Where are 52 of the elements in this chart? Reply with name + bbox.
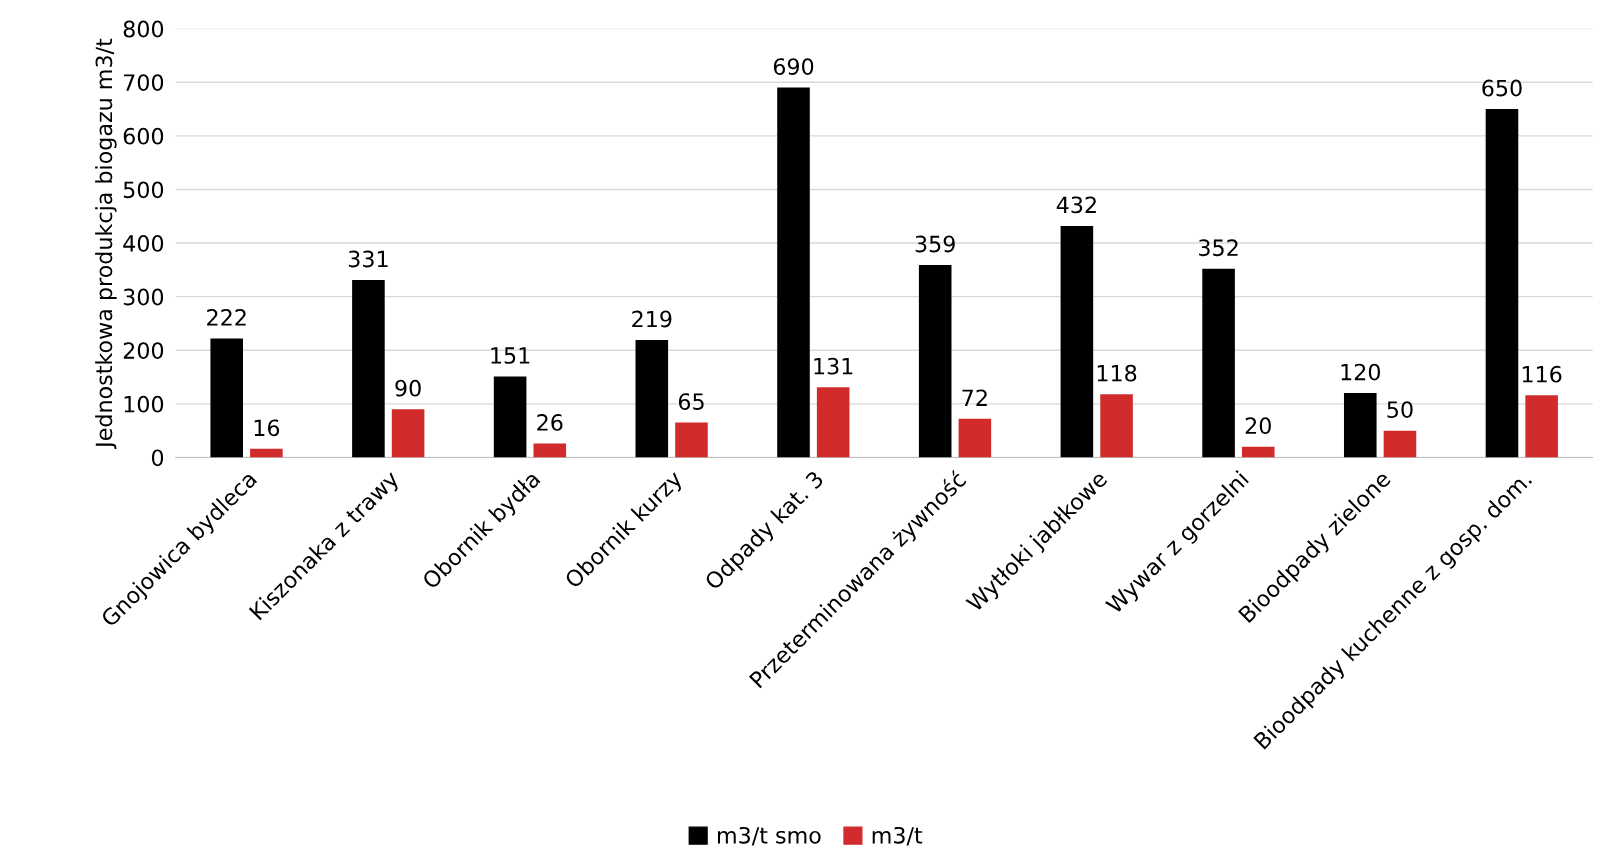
bar bbox=[493, 376, 527, 458]
data-label: 151 bbox=[491, 347, 530, 364]
data-label: 331 bbox=[348, 250, 388, 268]
y-tick-label: 500 bbox=[123, 181, 164, 199]
data-label: 65 bbox=[678, 393, 704, 410]
y-tick-label: 700 bbox=[124, 74, 164, 91]
legend-label: m3/t bbox=[872, 826, 923, 846]
y-tick-label: 300 bbox=[123, 288, 164, 306]
data-label: 219 bbox=[632, 310, 672, 328]
data-label: 222 bbox=[207, 309, 246, 326]
data-label: 26 bbox=[537, 414, 563, 431]
bar bbox=[210, 338, 244, 458]
data-label: 120 bbox=[1341, 363, 1381, 381]
data-label: 650 bbox=[1482, 79, 1522, 97]
bar bbox=[635, 340, 669, 458]
y-tick-label: 200 bbox=[123, 342, 164, 359]
y-tick-label: 800 bbox=[123, 20, 164, 38]
data-label: 72 bbox=[962, 389, 987, 406]
bar bbox=[1100, 394, 1133, 458]
bar bbox=[250, 448, 283, 458]
legend-label: m3/t smo bbox=[717, 826, 821, 846]
bar bbox=[958, 418, 992, 458]
bar bbox=[391, 409, 425, 458]
bar bbox=[1241, 446, 1275, 458]
y-tick-label: 0 bbox=[151, 449, 164, 467]
data-label: 131 bbox=[814, 357, 853, 375]
bar bbox=[675, 422, 708, 458]
data-label: 50 bbox=[1387, 401, 1413, 418]
data-label: 118 bbox=[1097, 364, 1137, 382]
bar bbox=[1383, 430, 1417, 458]
data-label: 359 bbox=[915, 235, 955, 253]
data-label: 116 bbox=[1522, 365, 1562, 383]
bar bbox=[533, 443, 567, 458]
data-label: 16 bbox=[254, 419, 280, 437]
bar bbox=[352, 280, 385, 458]
bar bbox=[1525, 395, 1558, 458]
y-axis-title: Jednostkowa produkcja biogazu m3/t bbox=[95, 38, 117, 450]
bar bbox=[1343, 393, 1377, 458]
bar bbox=[816, 387, 850, 458]
bar bbox=[1485, 109, 1519, 458]
data-label: 690 bbox=[773, 58, 814, 75]
data-label: 20 bbox=[1245, 417, 1271, 435]
y-tick-label: 400 bbox=[123, 234, 164, 252]
bar bbox=[918, 265, 952, 458]
bar bbox=[1060, 225, 1094, 458]
data-label: 90 bbox=[395, 379, 421, 397]
data-label: 432 bbox=[1056, 196, 1096, 214]
bar bbox=[1202, 268, 1235, 458]
bar bbox=[777, 87, 810, 458]
data-label: 352 bbox=[1199, 239, 1238, 257]
y-tick-label: 600 bbox=[123, 127, 164, 145]
y-tick-label: 100 bbox=[124, 395, 164, 413]
